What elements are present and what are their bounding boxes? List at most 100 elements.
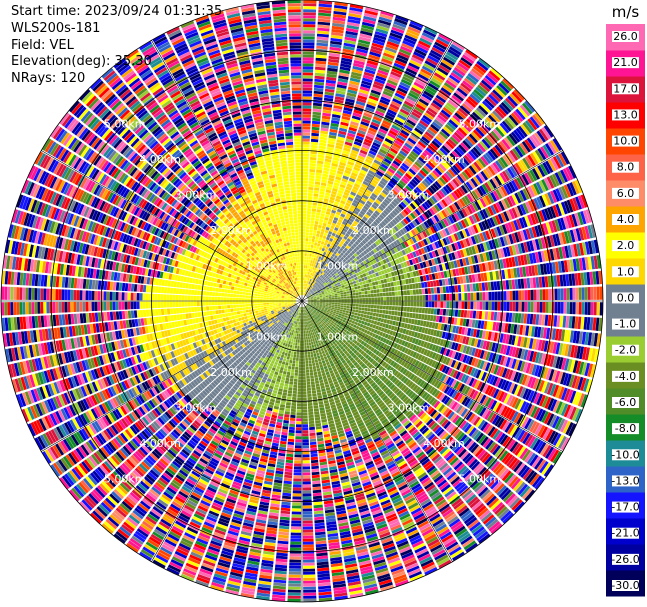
velocity-gate [346,308,350,311]
velocity-gate [303,42,315,46]
velocity-gate [303,280,306,284]
velocity-gate [302,120,311,124]
velocity-gate [315,236,319,240]
velocity-gate [366,315,370,319]
velocity-gate [333,7,347,13]
velocity-gate [307,247,311,251]
velocity-gate [332,299,335,301]
velocity-gate [332,19,346,25]
velocity-gate [325,85,336,90]
velocity-gate [305,283,307,287]
velocity-gate [466,310,471,318]
velocity-gate [407,301,411,307]
velocity-field [1,0,603,602]
velocity-gate [536,301,540,313]
velocity-gate [493,311,498,321]
velocity-gate [388,287,392,292]
velocity-gate [365,318,369,323]
velocity-gate [387,314,391,320]
velocity-gate [356,316,360,320]
velocity-gate [512,301,516,312]
velocity-gate [359,33,372,40]
velocity-gate [353,141,362,147]
velocity-gate [319,215,325,220]
velocity-gate [340,63,352,69]
velocity-gate [386,41,400,48]
velocity-gate [446,293,450,301]
velocity-gate [390,315,394,320]
velocity-gate [314,220,319,225]
velocity-gate [310,138,319,143]
velocity-gate [476,292,480,301]
velocity-gate [334,295,338,298]
velocity-gate [315,175,322,180]
velocity-gate [343,291,347,295]
velocity-gate [461,293,465,301]
velocity-gate [382,55,394,62]
velocity-gate [382,288,386,293]
velocity-gate [418,288,423,295]
velocity-gate [391,310,395,316]
velocity-gate [303,24,316,28]
velocity-gate [312,114,321,119]
velocity-gate [389,32,403,40]
velocity-gate [343,147,351,152]
velocity-gate [346,296,350,299]
velocity-gate [404,295,408,301]
velocity-gate [364,304,368,308]
velocity-gate [392,23,406,31]
velocity-gate [302,129,311,133]
velocity-gate [370,304,374,309]
velocity-gate [419,301,423,307]
velocity-gate [310,247,314,251]
velocity-gate [304,286,306,290]
velocity-gate [310,244,314,248]
velocity-gate [457,284,462,293]
velocity-gate [379,292,383,297]
velocity-gate [366,60,379,66]
velocity-gate [307,196,313,200]
velocity-gate [308,180,315,185]
velocity-gate [397,291,401,296]
velocity-gate [376,72,388,79]
velocity-gate [351,115,361,121]
velocity-gate [320,185,326,190]
velocity-gate [321,179,328,184]
velocity-gate [308,278,311,282]
velocity-gate [339,69,350,75]
velocity-gate [517,313,522,324]
velocity-gate [311,269,314,273]
velocity-gate [346,303,350,306]
velocity-gate [464,301,468,309]
velocity-gate [310,275,313,279]
velocity-gate [505,312,510,322]
velocity-gate [308,190,314,194]
velocity-gate [323,232,328,237]
velocity-gate [355,289,359,293]
velocity-gate [318,246,323,251]
velocity-gate [378,313,383,318]
velocity-gate [422,295,426,301]
velocity-gate [305,274,308,278]
velocity-gate [306,280,309,284]
velocity-gate [338,75,349,80]
velocity-gate [502,280,507,290]
velocity-gate [327,205,333,210]
velocity-gate [358,278,362,283]
velocity-gate [324,158,332,163]
velocity-gate [309,272,312,276]
velocity-gate [302,219,306,223]
velocity-gate [412,289,416,295]
velocity-gate [376,289,380,293]
velocity-gate [328,52,341,58]
velocity-gate [407,295,411,301]
velocity-gate [302,289,304,293]
velocity-gate [312,111,322,116]
velocity-gate [303,12,316,16]
velocity-gate [378,66,390,74]
velocity-gate [332,16,346,22]
velocity-gate [337,78,349,83]
velocity-gate [302,108,312,112]
velocity-gate [372,285,377,290]
velocity-gate [312,235,316,240]
